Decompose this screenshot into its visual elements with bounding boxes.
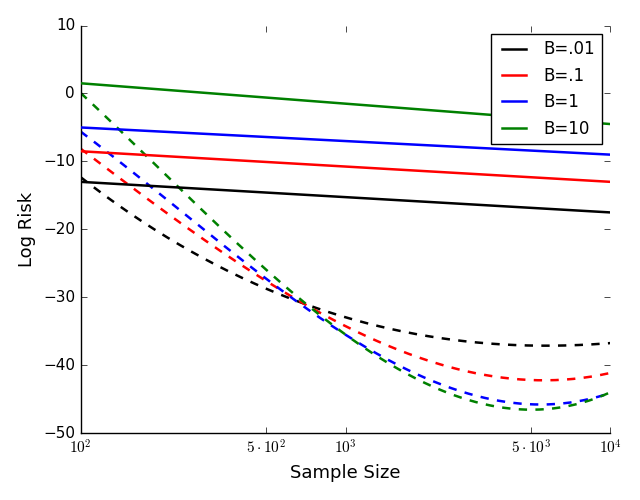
B=.1 (607, 179, 614, 185)
Line: B=1: B=1 (81, 128, 611, 154)
B=10 (390, 104, 398, 110)
B=10 (392, 104, 400, 110)
X-axis label: Sample Size: Sample Size (291, 464, 401, 482)
Line: B=10: B=10 (81, 84, 611, 124)
B=1 (607, 152, 614, 158)
B=.1 (401, 167, 409, 173)
B=10 (79, 80, 86, 86)
B=.01 (79, 179, 86, 185)
Line: B=.01: B=.01 (81, 182, 611, 212)
B=.1 (77, 148, 84, 154)
B=10 (607, 121, 614, 127)
B=10 (524, 114, 531, 120)
B=.01 (607, 210, 614, 216)
B=.01 (557, 206, 564, 212)
B=1 (557, 149, 564, 155)
B=.1 (392, 166, 400, 172)
Y-axis label: Log Risk: Log Risk (18, 192, 36, 267)
B=1 (392, 140, 400, 146)
B=.01 (524, 204, 531, 210)
Legend: B=.01, B=.1, B=1, B=10: B=.01, B=.1, B=1, B=10 (490, 34, 602, 144)
B=1 (524, 148, 531, 154)
B=10 (77, 80, 84, 86)
B=1 (390, 140, 398, 146)
B=.01 (401, 198, 409, 203)
B=10 (401, 105, 409, 111)
B=.01 (390, 197, 398, 203)
B=.1 (79, 148, 86, 154)
Line: B=.1: B=.1 (81, 152, 611, 182)
B=.1 (557, 176, 564, 182)
B=1 (401, 141, 409, 147)
B=.01 (392, 197, 400, 203)
B=1 (77, 124, 84, 130)
B=.1 (524, 174, 531, 180)
B=.01 (77, 179, 84, 185)
B=10 (557, 117, 564, 123)
B=1 (79, 124, 86, 130)
B=.1 (390, 166, 398, 172)
